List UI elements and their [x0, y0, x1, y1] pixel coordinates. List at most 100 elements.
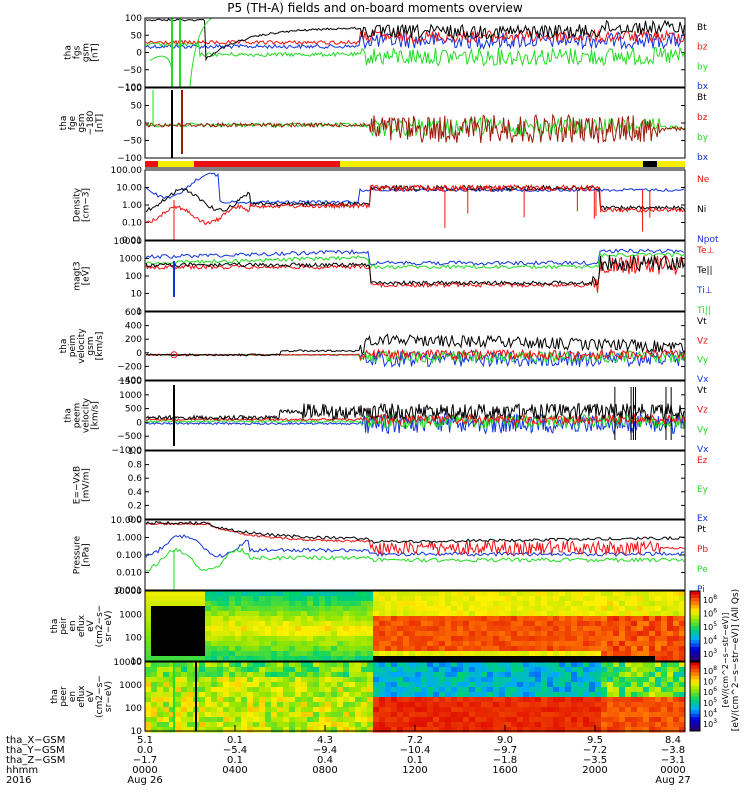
ephemeris-value: 2000: [582, 765, 608, 776]
ylabel-line: Density: [73, 187, 83, 222]
ephemeris-value: 9.5: [587, 735, 603, 746]
ytick-label: 0.0: [128, 515, 143, 525]
ephemeris-value: 0.0: [137, 745, 153, 756]
legend-ti||: Ti||: [696, 306, 711, 316]
ytick-label: −50: [123, 137, 142, 147]
ytick-label: 0.4: [128, 488, 143, 498]
ytick-label: 0: [136, 119, 142, 129]
legend-pb: Pb: [697, 545, 708, 555]
ephemeris-value: −9.4: [312, 745, 338, 756]
ephemeris-value: 1600: [492, 765, 518, 776]
ylabel-line: eV: [86, 619, 96, 632]
ephemeris-value: 0400: [222, 765, 248, 776]
colorbar-tick: 105: [703, 621, 717, 632]
page-title: P5 (TH-A) fields and on-board moments ov…: [227, 1, 523, 15]
ephemeris-value: 0.4: [317, 755, 333, 766]
ylabel-line: Pressure: [73, 535, 83, 574]
ephemeris-value: 0.1: [227, 735, 243, 746]
ephemeris-value: −3.1: [660, 755, 686, 766]
legend-pt: Pt: [697, 525, 706, 535]
ytick-label: −500: [117, 432, 142, 442]
legend-bt: Bt: [697, 23, 707, 33]
ytick-label: 100: [125, 84, 142, 94]
ylabel-line: eflux: [77, 614, 87, 637]
ephemeris-value: −1.8: [492, 755, 518, 766]
region-bar: [145, 161, 685, 167]
traces-p3: [145, 172, 685, 240]
ephemeris-label: tha_X−GSM: [6, 735, 66, 746]
ytick-label: 0: [136, 49, 142, 59]
ylabel-line: (cm2−s−: [95, 605, 105, 648]
ephemeris-value: 0000: [132, 765, 158, 776]
colorbar-tick: 107: [703, 676, 717, 687]
ytick-label: 100: [125, 634, 142, 644]
ylabel-line: tha: [64, 408, 74, 423]
date-end: Aug 27: [655, 775, 691, 786]
traces-p6: [145, 385, 686, 446]
traces-p8: [145, 520, 685, 590]
panel-p4: 10000 1000 100 10 1 magt3 [eV] Te⊥ Te|| Ti⊥ Ti||: [73, 237, 715, 317]
legend-ez: Ez: [697, 456, 708, 466]
ytick-label: 100.00: [111, 166, 143, 176]
ylabel-line: (cm2−s−: [95, 675, 105, 718]
ytick-label: 10: [131, 657, 143, 667]
ephemeris-label: tha_Y−GSM: [6, 745, 65, 756]
panel-frame: [144, 169, 686, 241]
ytick-label: 0.001: [116, 586, 142, 596]
legend-pi: Pi: [697, 585, 705, 595]
ephemeris-value: 9.0: [497, 735, 513, 746]
ytick-label: 100: [125, 14, 142, 24]
panel-frame: [144, 450, 686, 520]
ytick-label: 1500: [119, 377, 142, 387]
ylabel-line: eflux: [77, 685, 87, 708]
ylabel-line: sr−eV): [104, 610, 114, 641]
ephemeris-label: hhmm: [6, 765, 39, 776]
ephemeris-value: −7.2: [582, 745, 608, 756]
panel-p3: 100.00 10.00 1.00 0.10 0.01 Density [cm−3] Ne Ni…: [73, 166, 719, 246]
panel-frame: [144, 17, 686, 88]
year-label: 2016: [6, 775, 32, 786]
panel-frame: [144, 519, 686, 591]
ylabel-line: velocity: [77, 328, 87, 364]
ytick-label: 1.0: [128, 447, 143, 457]
legend-bz: bz: [697, 43, 708, 53]
legend-te||: Te||: [696, 266, 713, 276]
ylabel-line: fge: [68, 115, 78, 130]
ephemeris-value: 4.3: [317, 735, 333, 746]
legend-bz: bz: [697, 113, 708, 123]
panel-frame: [144, 240, 686, 312]
ylabel-line: tha: [59, 116, 69, 131]
colorbar-tick: 108: [703, 665, 717, 676]
legend-ni: Ni: [697, 205, 706, 215]
ephemeris-value: −10.4: [399, 745, 431, 756]
panel-p8: 10.000 1.000 0.100 0.010 0.001 Pressure [nPa] P…: [73, 516, 709, 596]
legend-vz: Vz: [697, 336, 708, 346]
ylabel-line: tha: [50, 689, 60, 704]
ylabel-line: gsm: [77, 113, 87, 132]
legend-by: by: [697, 133, 709, 143]
colorbar-tick: 103: [703, 718, 717, 729]
series-bt: [145, 18, 685, 62]
series-te-perp: [145, 254, 685, 293]
ephemeris-value: 7.2: [407, 735, 423, 746]
ytick-label: 0.8: [128, 461, 143, 471]
ylabel-line: [cm−3]: [82, 188, 92, 222]
ytick-label: 10.000: [111, 516, 143, 526]
colorbar-tick: 106: [703, 686, 717, 697]
ylabel-line: fgs: [73, 45, 83, 59]
ephemeris-value: 5.1: [137, 735, 153, 746]
spectrogram-ion: [145, 591, 686, 662]
ephemeris-value: 8.4: [665, 735, 681, 746]
ylabel-line: peim: [68, 335, 78, 358]
ytick-label: 0.100: [116, 551, 142, 561]
ylabel-line: −180: [86, 110, 96, 135]
series-bz: [145, 113, 686, 144]
ytick-label: 1000: [119, 255, 142, 265]
ytick-label: 100: [125, 704, 142, 714]
spectrogram-electron: [145, 662, 686, 733]
ylabel-line: [nT]: [95, 114, 105, 132]
legend-vt: Vt: [697, 386, 707, 396]
ylabel-line: en: [68, 620, 78, 631]
ytick-label: 50: [131, 102, 143, 112]
